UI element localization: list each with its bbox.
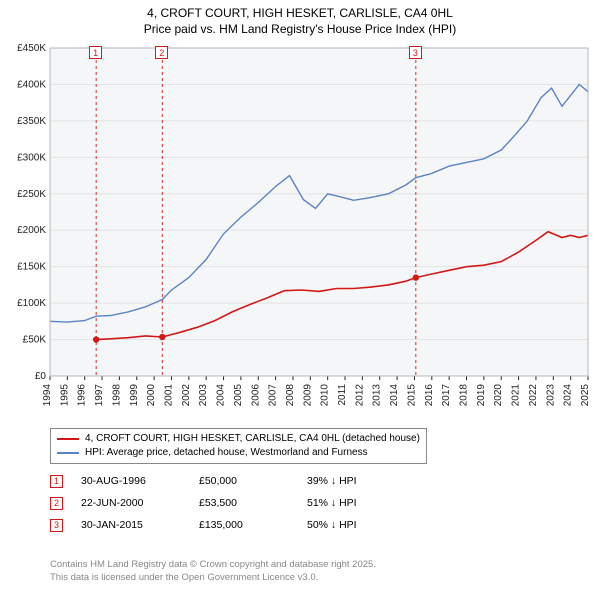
sale-index: 2 [50,497,63,510]
line-chart: £0 £50K £100K £150K £200K £250K £300K £350K £400… [0,42,600,422]
legend-item: HPI: Average price, detached house, West… [57,446,420,460]
sale-index: 3 [50,519,63,532]
svg-text:£450K: £450K [17,43,46,54]
svg-text:2010: 2010 [320,384,331,407]
svg-text:2011: 2011 [337,384,348,406]
legend: 4, CROFT COURT, HIGH HESKET, CARLISLE, C… [50,428,427,464]
svg-text:1998: 1998 [111,384,122,407]
svg-text:2023: 2023 [545,384,556,407]
svg-text:2018: 2018 [459,384,470,407]
sale-index: 1 [50,475,63,488]
svg-text:2016: 2016 [424,384,435,407]
svg-text:2007: 2007 [268,384,279,407]
legend-label: 4, CROFT COURT, HIGH HESKET, CARLISLE, C… [85,432,420,446]
sale-date: 30-JAN-2015 [81,519,181,531]
svg-text:2008: 2008 [285,384,296,407]
svg-text:1995: 1995 [59,384,70,407]
sale-marker-1: 1 [89,46,102,59]
sale-row: 2 22-JUN-2000 £53,500 51% ↓ HPI [50,492,407,514]
title-line2: Price paid vs. HM Land Registry's House … [10,22,590,38]
svg-text:£200K: £200K [17,225,46,236]
svg-text:2009: 2009 [302,384,313,407]
sale-date: 22-JUN-2000 [81,497,181,509]
sale-price: £50,000 [199,475,289,487]
svg-text:2012: 2012 [354,384,365,407]
svg-text:2017: 2017 [441,384,452,407]
svg-text:1994: 1994 [42,384,53,407]
svg-text:2015: 2015 [406,384,417,407]
sale-price: £53,500 [199,497,289,509]
legend-label: HPI: Average price, detached house, West… [85,446,368,460]
sale-hpi-diff: 39% ↓ HPI [307,475,407,487]
legend-item: 4, CROFT COURT, HIGH HESKET, CARLISLE, C… [57,432,420,446]
sale-row: 1 30-AUG-1996 £50,000 39% ↓ HPI [50,470,407,492]
svg-text:2014: 2014 [389,384,400,407]
sale-hpi-diff: 51% ↓ HPI [307,497,407,509]
svg-text:2002: 2002 [181,384,192,407]
svg-text:1999: 1999 [129,384,140,407]
footer-attribution: Contains HM Land Registry data © Crown c… [50,559,376,584]
chart-title: 4, CROFT COURT, HIGH HESKET, CARLISLE, C… [0,0,600,39]
svg-text:1997: 1997 [94,384,105,407]
svg-text:2001: 2001 [163,384,174,407]
sale-hpi-diff: 50% ↓ HPI [307,519,407,531]
legend-swatch [57,438,79,440]
svg-text:2006: 2006 [250,384,261,407]
sale-price: £135,000 [199,519,289,531]
sales-table: 1 30-AUG-1996 £50,000 39% ↓ HPI 2 22-JUN-2000… [50,470,407,536]
svg-text:£300K: £300K [17,152,46,163]
sale-row: 3 30-JAN-2015 £135,000 50% ↓ HPI [50,514,407,536]
footer-line1: Contains HM Land Registry data © Crown c… [50,559,376,571]
svg-text:2013: 2013 [372,384,383,407]
svg-text:1996: 1996 [77,384,88,407]
svg-text:2005: 2005 [233,384,244,407]
svg-text:2019: 2019 [476,384,487,407]
svg-text:2004: 2004 [216,384,227,407]
sale-marker-3: 3 [409,46,422,59]
svg-text:2022: 2022 [528,384,539,407]
svg-text:2003: 2003 [198,384,209,407]
svg-text:£0: £0 [35,371,47,382]
svg-text:£100K: £100K [17,298,46,309]
sale-date: 30-AUG-1996 [81,475,181,487]
svg-text:2020: 2020 [493,384,504,407]
svg-text:£400K: £400K [17,79,46,90]
sale-marker-2: 2 [155,46,168,59]
footer-line2: This data is licensed under the Open Gov… [50,572,376,584]
svg-text:2021: 2021 [511,384,522,407]
legend-swatch [57,452,79,454]
svg-text:2024: 2024 [563,384,574,407]
svg-text:£350K: £350K [17,116,46,127]
svg-text:£50K: £50K [23,335,47,346]
title-line1: 4, CROFT COURT, HIGH HESKET, CARLISLE, C… [10,6,590,22]
svg-text:2025: 2025 [580,384,591,407]
svg-text:£150K: £150K [17,262,46,273]
svg-text:£250K: £250K [17,189,46,200]
chart-area: £0 £50K £100K £150K £200K £250K £300K £350K £400… [0,42,600,422]
svg-text:2000: 2000 [146,384,157,407]
